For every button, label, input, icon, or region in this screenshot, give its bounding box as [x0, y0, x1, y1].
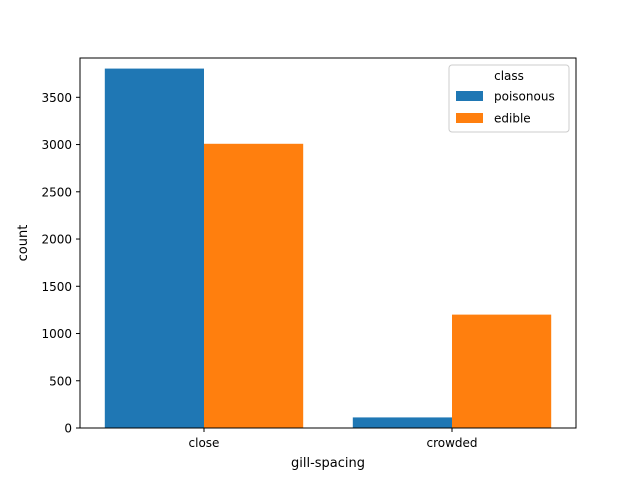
y-tick-label: 500: [49, 374, 72, 388]
y-tick-label: 1000: [41, 327, 72, 341]
legend-label-edible: edible: [494, 112, 531, 126]
legend-title: class: [494, 69, 524, 83]
y-axis-label: count: [16, 225, 31, 262]
legend: class poisonous edible: [448, 64, 570, 133]
plot-frame: [79, 57, 577, 429]
x-tick-label: close: [189, 436, 220, 450]
y-tick-label: 3500: [41, 91, 72, 105]
y-tick-label: 1500: [41, 280, 72, 294]
y-axis: 0 500 1000 1500 2000 2500 3000 3500: [41, 91, 80, 436]
y-tick-label: 3000: [41, 138, 72, 152]
legend-swatch-poisonous: [456, 91, 483, 101]
x-axis-label: gill-spacing: [291, 456, 365, 471]
bar-edible-crowded: [452, 314, 552, 428]
y-tick-label: 2000: [41, 233, 72, 247]
y-tick-label: 2500: [41, 185, 72, 199]
legend-label-poisonous: poisonous: [494, 90, 555, 104]
x-tick-label: crowded: [426, 436, 477, 450]
bars-group: [104, 68, 552, 429]
x-axis: close crowded: [189, 428, 478, 450]
bar-poisonous-crowded: [352, 417, 452, 428]
y-tick-label: 0: [64, 422, 72, 436]
bar-edible-close: [204, 143, 304, 428]
legend-swatch-edible: [456, 113, 483, 123]
bar-poisonous-close: [104, 68, 204, 429]
